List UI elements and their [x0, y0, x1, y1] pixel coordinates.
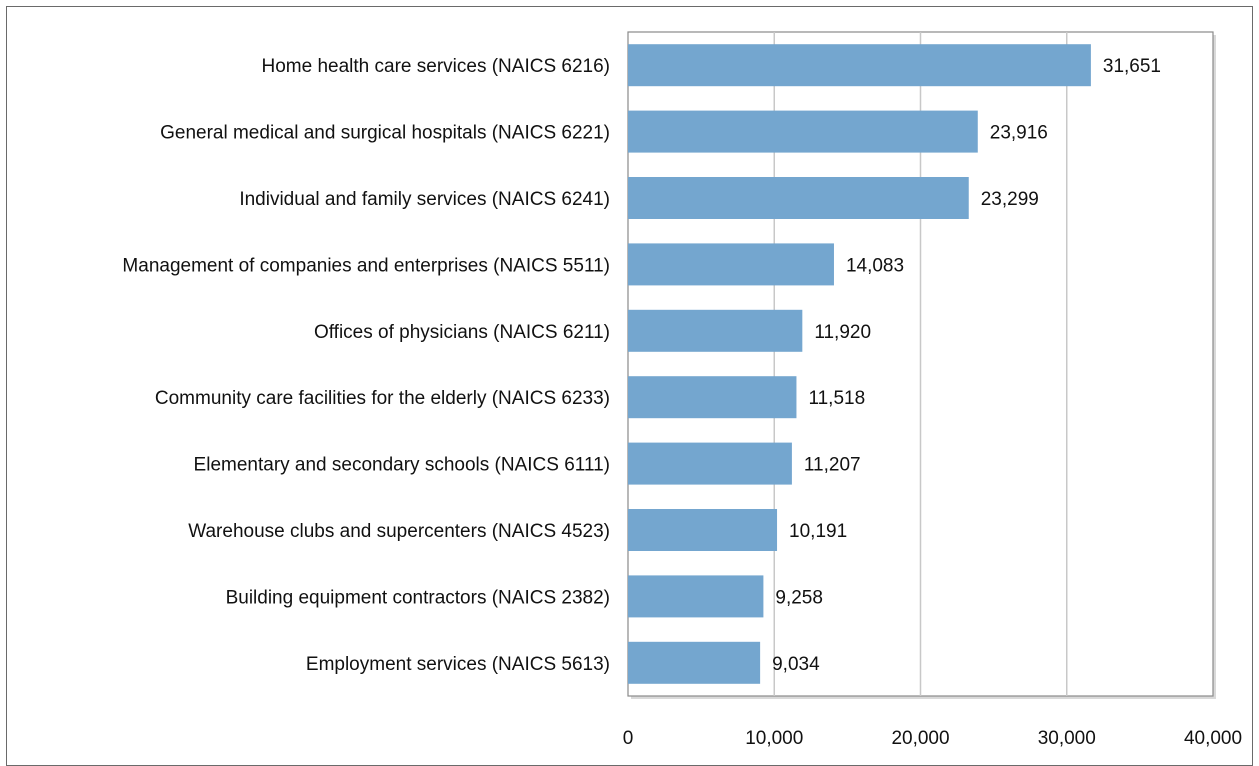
data-label: 23,916 [990, 123, 1048, 144]
x-tick-label: 20,000 [891, 728, 949, 749]
data-label: 9,258 [775, 587, 823, 608]
data-label: 31,651 [1103, 56, 1161, 77]
bar [628, 641, 761, 684]
x-tick-label: 40,000 [1184, 728, 1242, 749]
data-label: 10,191 [789, 521, 847, 542]
data-label: 23,299 [981, 189, 1039, 210]
category-label: Community care facilities for the elderl… [155, 388, 610, 409]
category-label: Home health care services (NAICS 6216) [262, 56, 610, 77]
x-tick-label: 0 [623, 728, 634, 749]
bar [628, 575, 764, 618]
category-label: Employment services (NAICS 5613) [306, 654, 610, 675]
data-label: 11,518 [808, 388, 865, 409]
bar [628, 44, 1091, 87]
bar [628, 110, 978, 153]
bar [628, 177, 969, 219]
data-label: 14,083 [846, 255, 904, 276]
category-label: Management of companies and enterprises … [122, 255, 610, 276]
value-labels: 31,651 23,916 23,299 14,083 11,920 11,518 11,2… [772, 56, 1161, 675]
bar [628, 442, 792, 485]
category-label: Elementary and secondary schools (NAICS … [194, 455, 610, 476]
data-label: 9,034 [772, 654, 820, 675]
x-axis-ticks: 0 10,000 20,000 30,000 40,000 [623, 728, 1242, 749]
category-label: Offices of physicians (NAICS 6211) [314, 322, 610, 343]
category-label: Building equipment contractors (NAICS 23… [226, 587, 610, 608]
bar [628, 309, 803, 352]
category-label: Warehouse clubs and supercenters (NAICS … [188, 521, 610, 542]
category-label: General medical and surgical hospitals (… [160, 123, 610, 144]
bar [628, 376, 797, 419]
category-labels: Home health care services (NAICS 6216) Ge… [122, 56, 610, 675]
bar [628, 509, 778, 551]
data-label: 11,920 [814, 322, 871, 343]
bars [628, 44, 1091, 684]
x-tick-label: 10,000 [745, 728, 803, 749]
x-tick-label: 30,000 [1038, 728, 1096, 749]
category-label: Individual and family services (NAICS 62… [239, 189, 610, 210]
data-label: 11,207 [804, 455, 861, 476]
bar [628, 243, 834, 286]
